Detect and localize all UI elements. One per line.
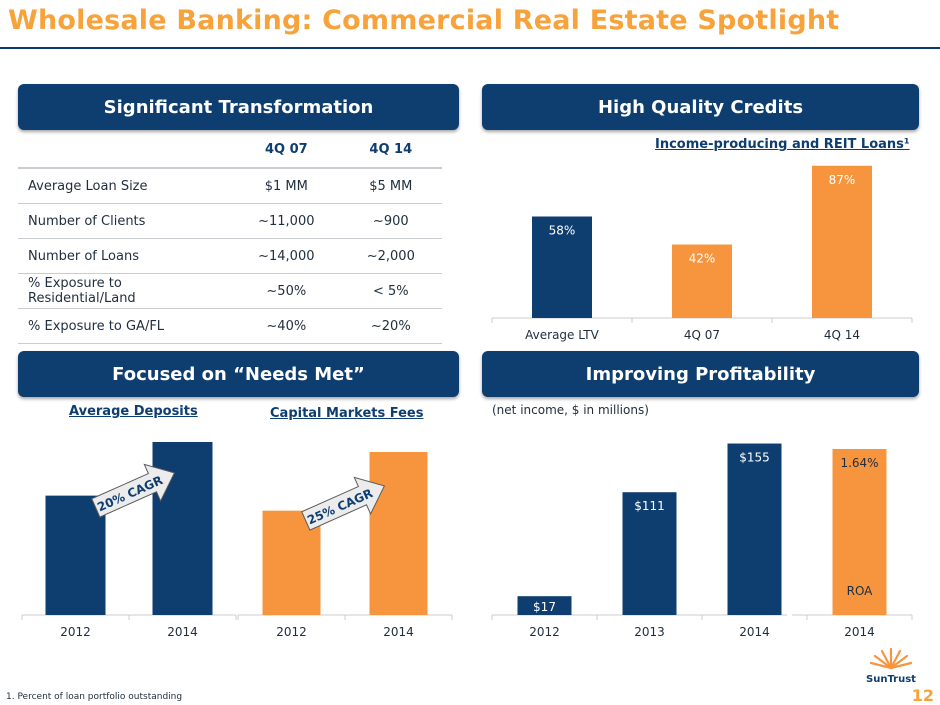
row-label: Average Loan Size (18, 168, 234, 204)
table-cell: ~14,000 (233, 238, 340, 274)
bar (672, 244, 732, 318)
table-row: Number of Loans ~14,000 ~2,000 (18, 238, 442, 274)
cagr-arrow-fees: 25% CAGR (301, 476, 386, 531)
tick-label: 2014 (739, 625, 770, 639)
data-label: $155 (739, 451, 770, 465)
arrow-icon (91, 463, 176, 518)
table-row: % Exposure to Residential/Land ~50% < 5% (18, 273, 442, 309)
column-header (18, 132, 234, 169)
fees-label: Capital Markets Fees (270, 406, 424, 421)
arrow-icon (301, 476, 386, 531)
bar (517, 596, 572, 615)
bar (45, 495, 106, 615)
table-cell: ~40% (233, 308, 340, 344)
table-header-row: 4Q 07 4Q 14 (18, 132, 442, 169)
table-cell: $5 MM (339, 168, 442, 204)
section-header-transformation: Significant Transformation (18, 84, 459, 130)
credits-chart: 58% Average LTV 42% 4Q 07 87% 4Q 14 (491, 165, 913, 342)
tick-label: 2014 (844, 625, 875, 639)
deposits-label: Average Deposits (69, 404, 198, 419)
page-title: Wholesale Banking: Commercial Real Estat… (8, 5, 840, 36)
table-cell: ~2,000 (339, 238, 442, 274)
data-label: $17 (533, 600, 556, 614)
tick-label: 2012 (60, 625, 91, 639)
table-row: % Exposure to GA/FL ~40% ~20% (18, 308, 442, 344)
bar (369, 452, 428, 615)
section-header-credits: High Quality Credits (482, 84, 919, 130)
table-cell: ~11,000 (233, 203, 340, 239)
tick-label: 2012 (276, 625, 307, 639)
credits-subtitle: Income-producing and REIT Loans¹ (655, 137, 910, 152)
table-cell: $1 MM (233, 168, 340, 204)
footnote: 1. Percent of loan portfolio outstanding (6, 692, 183, 702)
page-number: 12 (911, 686, 934, 705)
tick-label: 2014 (383, 625, 414, 639)
tick-label: 2013 (634, 625, 665, 639)
section-header-profitability: Improving Profitability (482, 351, 919, 397)
column-header: 4Q 14 (339, 132, 442, 169)
bar (832, 449, 887, 615)
data-label: 1.64% (840, 456, 878, 470)
tick-label: Average LTV (525, 328, 599, 342)
table-cell: < 5% (339, 273, 442, 309)
data-label: 42% (689, 252, 716, 266)
profitability-note: (net income, $ in millions) (492, 403, 649, 417)
transformation-table: 4Q 07 4Q 14 Average Loan Size $1 MM $5 M… (18, 132, 442, 344)
section-header-needs: Focused on “Needs Met” (18, 351, 459, 397)
row-label: % Exposure to Residential/Land (18, 273, 234, 309)
data-label: 58% (549, 224, 576, 238)
logo-wordmark: SunTrust (866, 674, 916, 685)
tick-label: 2014 (167, 625, 198, 639)
bar (727, 443, 782, 615)
suntrust-logo: SunTrust (866, 647, 916, 685)
title-divider (0, 47, 940, 49)
tick-label: 2012 (529, 625, 560, 639)
row-label: % Exposure to GA/FL (18, 308, 234, 344)
row-label: Number of Loans (18, 238, 234, 274)
table-cell: ~50% (233, 273, 340, 309)
tick-label: 4Q 14 (824, 328, 860, 342)
row-label: Number of Clients (18, 203, 234, 239)
bar (622, 492, 677, 615)
data-label: $111 (634, 499, 665, 513)
table-cell: ~900 (339, 203, 442, 239)
fees-chart: 2012 2014 (237, 452, 453, 639)
column-header: 4Q 07 (233, 132, 340, 169)
bar (812, 165, 872, 318)
table-row: Number of Clients ~11,000 ~900 (18, 203, 442, 239)
roa-label: ROA (847, 584, 874, 598)
cagr-arrow-deposits: 20% CAGR (91, 463, 176, 518)
profitability-chart: $17 2012 $111 2013 $155 2014 1.64% 2014 ROA (491, 443, 913, 639)
data-label: 87% (829, 173, 856, 187)
table-row: Average Loan Size $1 MM $5 MM (18, 168, 442, 204)
bar (532, 216, 592, 318)
table-cell: ~20% (339, 308, 442, 344)
tick-label: 4Q 07 (684, 328, 720, 342)
